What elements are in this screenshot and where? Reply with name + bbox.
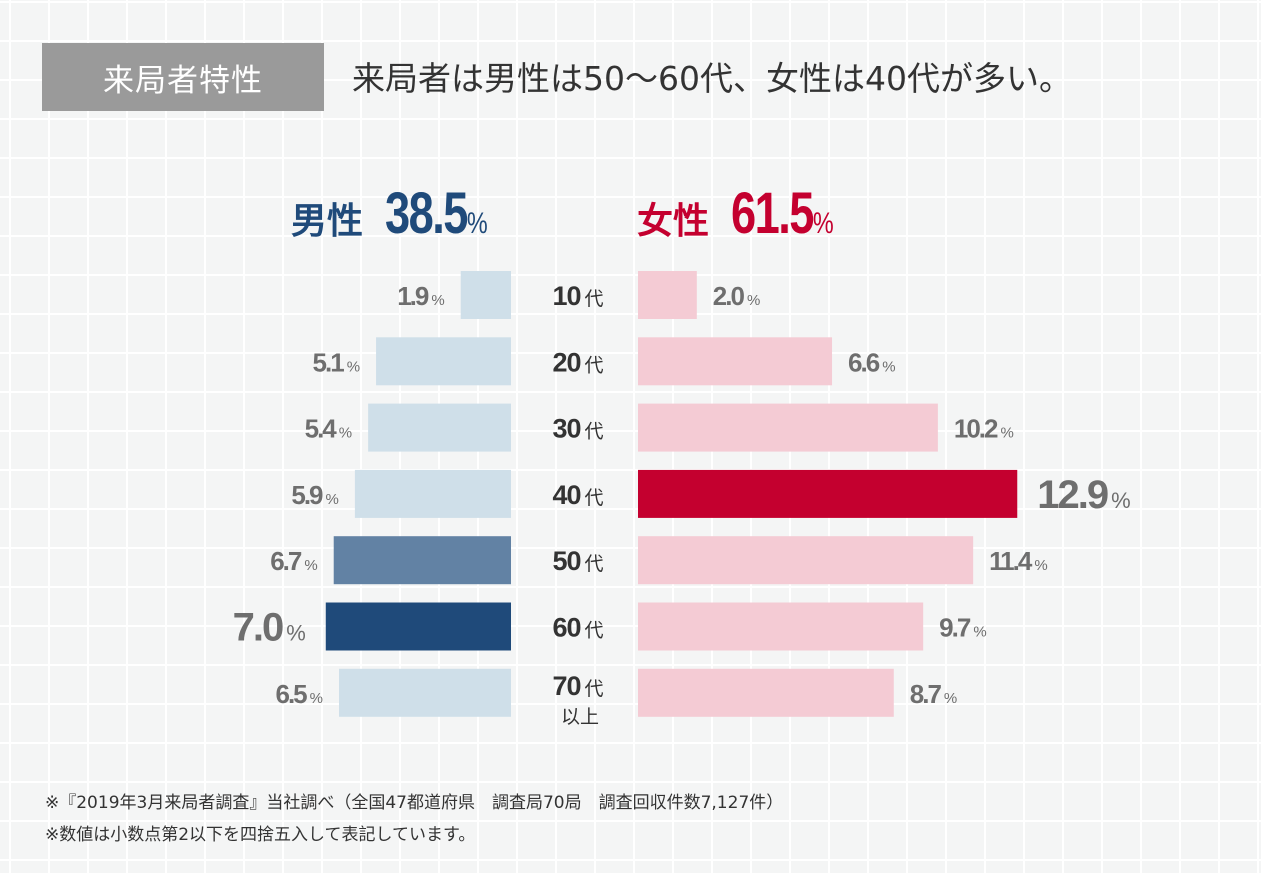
- male-total-number: 38.5: [385, 181, 468, 246]
- male-bar-2: [368, 403, 511, 452]
- male-total-percent: %: [466, 207, 488, 240]
- male-value-label-3: 5.9%: [291, 480, 339, 510]
- category-label-4: 50 代: [552, 546, 603, 576]
- male-value-label-1: 5.1%: [313, 347, 361, 377]
- female-total-percent: %: [812, 207, 834, 240]
- female-value-label-6: 8.7%: [910, 679, 958, 709]
- section-tag: 来局者特性: [42, 43, 324, 111]
- male-value-label-2: 5.4%: [305, 414, 353, 444]
- female-bar-3: [638, 469, 1018, 518]
- male-bar-4: [333, 536, 511, 585]
- female-value-label-0: 2.0%: [713, 281, 761, 311]
- male-value-label-4: 6.7%: [270, 546, 318, 576]
- female-bar-1: [638, 337, 833, 386]
- female-value-label-5: 9.7%: [939, 613, 987, 643]
- female-value-label-2: 10.2%: [954, 414, 1014, 444]
- category-label-3: 40 代: [552, 480, 603, 510]
- female-bar-5: [638, 602, 924, 651]
- category-label-1: 20 代: [552, 347, 603, 377]
- male-total-value: 38.5%: [385, 180, 488, 247]
- footnote-rounding: ※数値は小数点第2以下を四捨五入して表記しています。: [45, 825, 476, 845]
- female-bar-0: [638, 271, 697, 319]
- female-value-label-3: 12.9%: [1037, 473, 1130, 517]
- male-bar-3: [354, 469, 511, 518]
- female-bar-2: [638, 403, 938, 452]
- male-bar-0: [460, 271, 511, 319]
- female-total-label: 女性: [637, 201, 710, 242]
- footnote-survey: ※『2019年3月来局者調査』当社調べ（全国47都道府県 調査局70局 調査回収…: [45, 793, 784, 813]
- female-total: 女性 61.5%: [637, 180, 861, 247]
- male-value-label-5: 7.0%: [233, 606, 306, 650]
- male-bar-5: [325, 602, 511, 651]
- female-bar-4: [638, 536, 974, 585]
- category-sublabel-6: 以上: [561, 706, 599, 728]
- female-value-label-4: 11.4%: [989, 546, 1048, 576]
- female-total-number: 61.5: [731, 181, 814, 246]
- female-total-value: 61.5%: [731, 180, 834, 247]
- category-label-2: 30 代: [552, 414, 603, 444]
- male-value-label-0: 1.9%: [397, 281, 445, 311]
- category-label-5: 60 代: [552, 613, 603, 643]
- category-label-0: 10 代: [552, 281, 603, 311]
- female-value-label-1: 6.6%: [848, 347, 896, 377]
- male-total: 男性 38.5%: [291, 180, 515, 247]
- category-label-6: 70 代: [552, 671, 603, 701]
- female-bar-6: [638, 668, 894, 717]
- male-bar-1: [376, 337, 511, 386]
- male-value-label-6: 6.5%: [276, 679, 324, 709]
- male-total-label: 男性: [291, 201, 364, 242]
- male-bar-6: [339, 668, 511, 717]
- headline: 来局者は男性は50〜60代、女性は40代が多い。: [352, 59, 1072, 98]
